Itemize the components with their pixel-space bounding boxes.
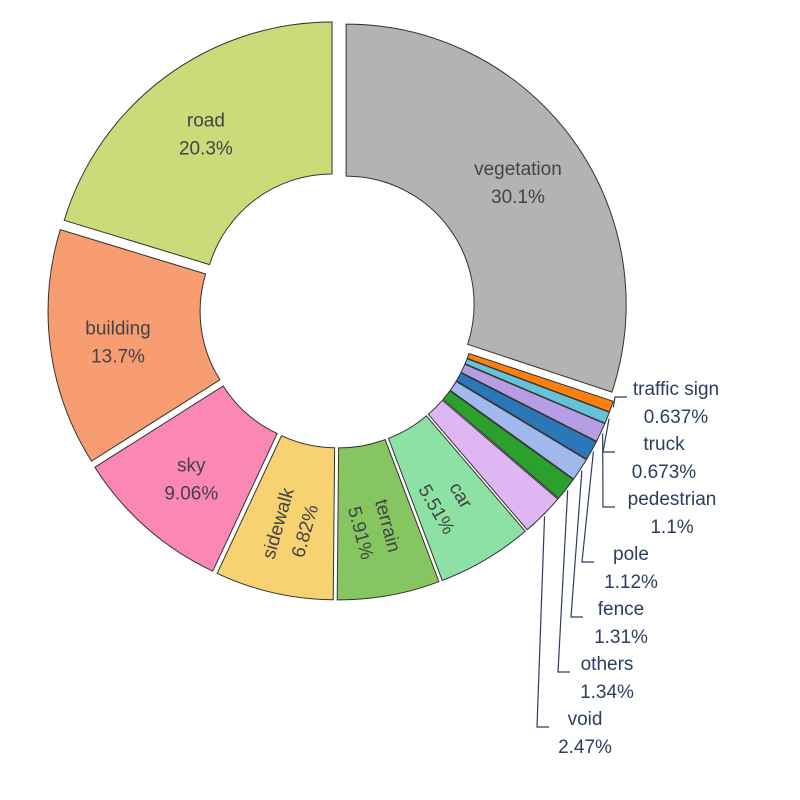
value-label-truck: 0.673% — [632, 462, 697, 483]
value-label-void: 2.47% — [558, 737, 612, 758]
leader-line-void — [536, 516, 549, 728]
slice-sidewalk[interactable] — [216, 435, 336, 601]
leader-line-pedestrian — [602, 433, 615, 508]
slice-terrain[interactable] — [336, 438, 440, 601]
labels-layer: vegetation 30.1% traffic sign 0.637% truck 0.… — [85, 111, 719, 758]
value-label-pedestrian: 1.1% — [650, 517, 693, 538]
value-label-vegetation: 30.1% — [491, 187, 545, 208]
label-traffic-sign: traffic sign — [633, 379, 719, 400]
label-pedestrian: pedestrian — [628, 489, 717, 510]
slice-car[interactable] — [387, 415, 526, 582]
label-void: void — [568, 709, 603, 730]
label-sky: sky — [177, 456, 206, 477]
slice-truck[interactable] — [464, 358, 611, 424]
leader-line-others — [557, 490, 570, 673]
value-label-building: 13.7% — [91, 347, 145, 368]
slices-layer — [47, 21, 627, 601]
slice-sky[interactable] — [94, 385, 278, 572]
value-label-road: 20.3% — [179, 139, 233, 160]
slice-fence[interactable] — [449, 380, 588, 480]
slice-pole[interactable] — [455, 372, 597, 460]
value-label-fence: 1.31% — [594, 627, 648, 648]
inside-label-sky: sky 9.06% — [164, 456, 218, 505]
label-pole: pole — [613, 544, 649, 565]
slice-others[interactable] — [442, 390, 574, 499]
inside-label-vegetation: vegetation 30.1% — [474, 159, 562, 208]
leader-lines-layer — [536, 396, 627, 728]
label-others: others — [581, 654, 634, 675]
slice-road[interactable] — [63, 21, 333, 266]
label-vegetation: vegetation — [474, 159, 562, 180]
inside-label-road: road 20.3% — [179, 111, 233, 160]
label-building: building — [85, 319, 150, 340]
value-label-pole: 1.12% — [604, 572, 658, 593]
label-road: road — [187, 111, 225, 132]
leader-line-pole — [581, 451, 595, 563]
slice-void[interactable] — [427, 399, 559, 531]
slice-building[interactable] — [47, 229, 221, 462]
value-label-others: 1.34% — [580, 682, 634, 703]
inside-label-building: building 13.7% — [85, 319, 150, 368]
label-fence: fence — [598, 599, 644, 620]
value-label-sky: 9.06% — [164, 484, 218, 505]
value-label-traffic-sign: 0.637% — [644, 407, 709, 428]
label-truck: truck — [643, 434, 685, 455]
leader-line-traffic-sign — [612, 396, 627, 408]
leader-line-fence — [570, 470, 583, 618]
slice-vegetation[interactable] — [345, 23, 627, 393]
slice-pedestrian[interactable] — [460, 363, 606, 442]
